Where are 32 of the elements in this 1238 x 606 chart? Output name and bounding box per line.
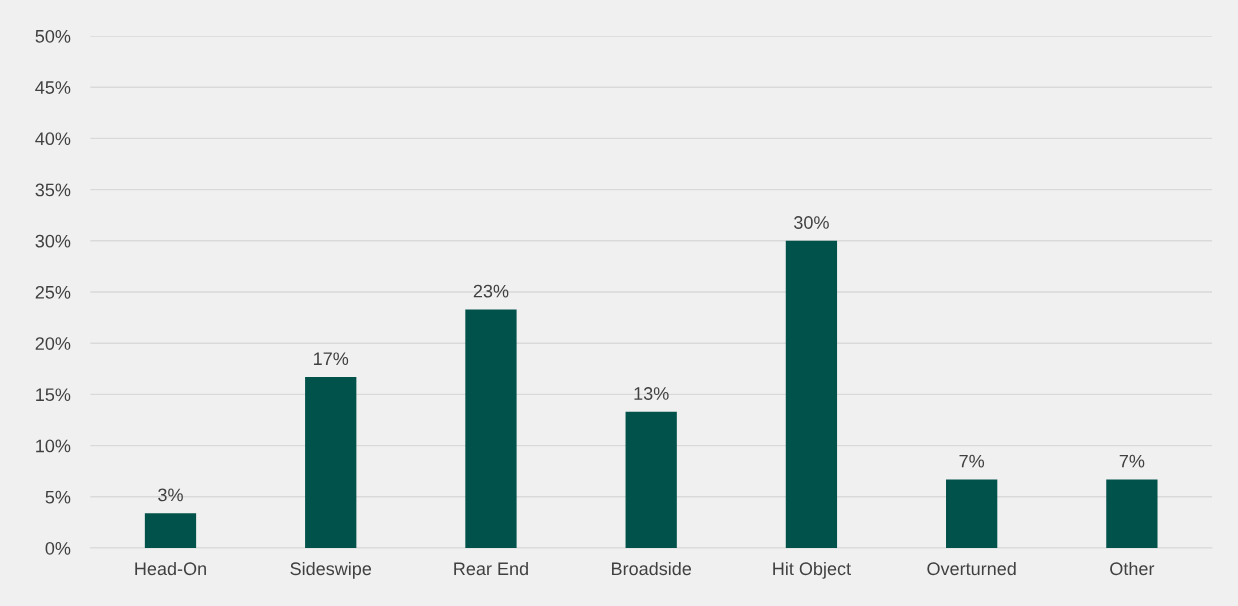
bar (625, 411, 677, 549)
data-label: 30% (794, 216, 829, 229)
x-tick-label: Rear End (454, 561, 528, 576)
data-label: 7% (1119, 454, 1145, 468)
bar (144, 513, 197, 549)
data-label: 17% (314, 352, 349, 366)
y-tick-label: 15% (36, 388, 71, 402)
y-tick-label: 10% (36, 439, 71, 453)
data-label: 13% (634, 387, 669, 400)
y-tick-label: 0% (45, 541, 71, 555)
data-label: 23% (473, 284, 509, 298)
bar (1106, 479, 1158, 549)
bar (946, 479, 998, 549)
y-tick-label: 45% (35, 81, 71, 94)
y-tick-label: 50% (35, 29, 71, 43)
y-tick-label: 40% (35, 132, 71, 146)
y-tick-label: 25% (35, 285, 71, 299)
x-tick-label: Sideswipe (290, 561, 372, 579)
x-tick-label: Overturned (927, 561, 1016, 576)
bar (305, 376, 357, 549)
x-tick-label: Head-On (135, 561, 206, 576)
y-tick-label: 5% (45, 490, 71, 504)
x-tick-label: Broadside (612, 561, 692, 576)
x-tick-label: Other (1110, 561, 1155, 576)
y-tick-label: 30% (35, 234, 71, 248)
x-tick-label: Hit Object (773, 561, 851, 579)
y-tick-label: 20% (35, 337, 71, 350)
data-label: 7% (959, 454, 985, 468)
data-label: 3% (158, 488, 183, 502)
bar (785, 240, 838, 549)
y-tick-label: 35% (35, 183, 71, 197)
bar (465, 309, 517, 549)
